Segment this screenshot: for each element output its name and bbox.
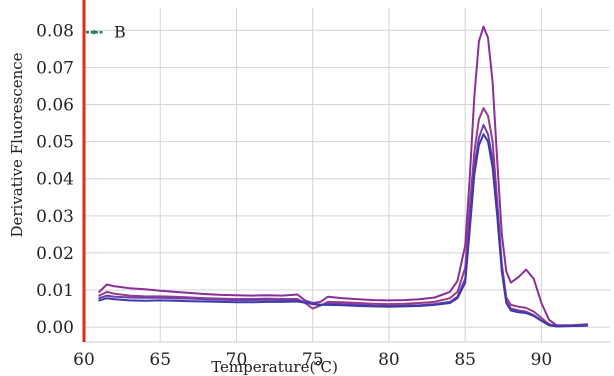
x-tick-label: 70 [226, 350, 248, 370]
legend-swatch-marker [92, 30, 96, 35]
legend-label: B [114, 22, 126, 41]
y-tick-label: 0.02 [36, 244, 74, 264]
x-axis-title: Temperature(℃) [211, 358, 338, 376]
x-tick-label: 60 [73, 350, 95, 370]
y-tick-label: 0.07 [36, 58, 74, 78]
y-tick-label: 0.00 [36, 318, 74, 338]
x-tick-labels: 60 65 70 75 80 85 90 [73, 350, 552, 370]
x-tick-label: 85 [454, 350, 476, 370]
y-tick-labels: 0.00 0.01 0.02 0.03 0.04 0.05 0.06 0.07 0.08 [36, 21, 74, 338]
y-tick-label: 0.03 [36, 207, 74, 227]
x-tick-label: 75 [302, 350, 324, 370]
y-tick-label: 0.05 [36, 133, 74, 153]
legend: B [86, 22, 126, 41]
y-tick-label: 0.08 [36, 21, 74, 41]
series-line [98, 107, 589, 327]
y-tick-label: 0.04 [36, 170, 74, 190]
series-line [98, 133, 589, 328]
y-axis-title: Derivative Fluorescence [8, 52, 26, 237]
x-tick-label: 80 [378, 350, 400, 370]
x-tick-label: 65 [149, 350, 171, 370]
y-tick-label: 0.06 [36, 95, 74, 115]
x-tick-label: 90 [531, 350, 553, 370]
series-line [98, 25, 589, 327]
series-group [98, 25, 589, 328]
grid [84, 8, 610, 343]
y-tick-label: 0.01 [36, 281, 74, 301]
